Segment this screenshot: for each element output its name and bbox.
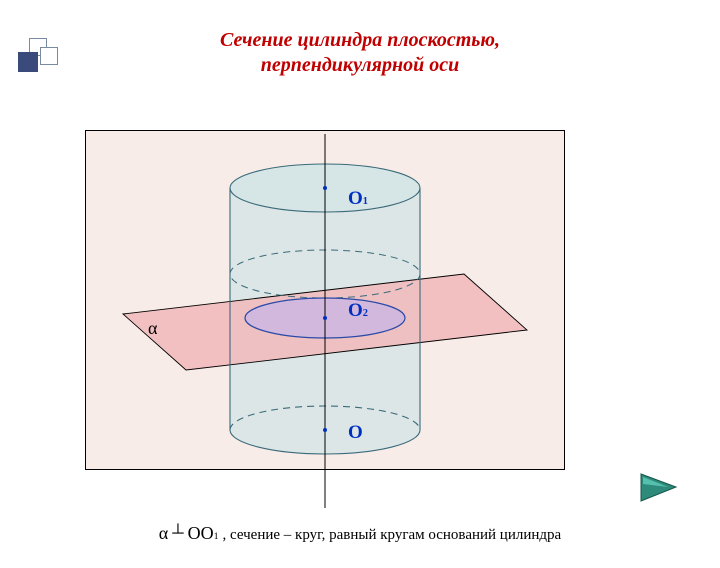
diagram-frame xyxy=(85,130,565,470)
title-line2: перпендикулярной оси xyxy=(0,53,720,78)
next-button[interactable] xyxy=(638,471,680,504)
label-O: О xyxy=(348,422,363,444)
title-line1: Сечение цилиндра плоскостью, xyxy=(0,28,720,53)
label-O2: О2 xyxy=(348,300,368,322)
play-icon xyxy=(638,471,680,504)
caption: α ┴ ОО1 , сечение – круг, равный кругам … xyxy=(0,523,720,544)
label-O1: О1 xyxy=(348,188,368,210)
label-alpha: α xyxy=(148,318,157,339)
page-title: Сечение цилиндра плоскостью, перпендикул… xyxy=(0,28,720,78)
